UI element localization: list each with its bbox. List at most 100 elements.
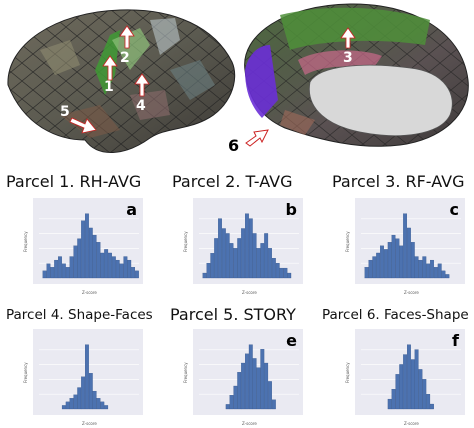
histogram-bar [283,267,288,279]
histogram-bar [237,372,242,410]
histogram-bar [46,263,51,279]
histogram-bar [407,344,411,410]
histogram-bar [85,344,89,410]
histogram-bar [433,267,438,279]
histogram-bar [58,256,62,279]
histogram-bar [131,267,136,279]
arrow-label-3: 3 [343,50,353,66]
arrow-label-1: 1 [104,79,114,95]
histogram-bar [422,379,427,410]
panel-title-a: Parcel 1. RH-AVG [6,172,142,191]
histogram-bar [260,243,265,279]
histogram-panel-b: b [193,198,303,284]
histogram-bar [127,259,132,279]
xlabel-d: Z-score [82,421,97,426]
histogram-bar [376,252,381,279]
histogram-bar [206,263,211,279]
xlabel-e: Z-score [242,421,257,426]
histogram-bar [403,213,408,279]
histogram-svg [39,213,139,279]
arrow-1-icon [102,55,118,81]
histogram-bar [441,270,446,279]
histogram-bar [104,249,109,279]
histogram-bar [395,238,400,279]
histogram-bar [135,270,139,279]
histogram-bar [210,253,215,279]
histogram-bar [73,394,78,410]
arrow-3-icon [340,27,356,49]
histogram-bar [380,245,384,279]
histogram-bar [426,263,431,279]
histogram-bar [241,228,246,279]
histogram-bar [229,395,234,410]
ylabel-e: Frequency [183,362,188,383]
histogram-bar [61,263,66,279]
histogram-bar [271,258,276,279]
histogram-svg [39,344,139,410]
histogram-bar [225,233,230,279]
histogram-bar [252,358,257,410]
histogram-bar [237,238,242,279]
histogram-bar [77,387,82,410]
histogram-bar [92,234,97,279]
arrow-4-icon [134,73,150,97]
histogram-bar [42,270,47,279]
brain-surface-figure [7,3,469,153]
histogram-bar [245,353,249,410]
histogram-bar [229,243,234,279]
histogram-panel-c: c [355,198,465,284]
histogram-bar [81,376,86,410]
histogram-bar [92,390,97,410]
histogram-bar [245,213,249,279]
medial-hemisphere [244,3,469,147]
histogram-bar [391,389,396,410]
histogram-bar [61,405,66,410]
arrow-label-2: 2 [120,50,130,66]
histogram-bar [77,238,82,279]
histogram-bar [248,344,253,410]
histogram-bar [403,354,408,410]
histogram-svg [199,213,299,279]
histogram-bar [364,267,369,279]
histogram-panel-e: e [193,329,303,415]
arrow-label-4: 4 [136,98,146,114]
histogram-bar [115,259,120,279]
histogram-bar [426,394,431,410]
panel-title-e: Parcel 5. STORY [170,305,296,324]
histogram-bar [233,248,238,279]
ylabel-c: Frequency [345,231,350,252]
histogram-bar [65,401,70,410]
histogram-bar [73,245,78,279]
panel-title-c: Parcel 3. RF-AVG [332,172,465,191]
histogram-bar [264,362,269,410]
ylabel-d: Frequency [23,362,28,383]
histogram-bar [410,359,415,410]
histogram-bar [383,249,388,279]
histogram-bar [111,256,116,279]
histogram-bar [264,233,269,279]
xlabel-a: Z-score [82,290,97,295]
histogram-bar [430,259,434,279]
histogram-bar [96,242,101,279]
panel-letter-e: e [286,331,297,350]
panel-title-f: Parcel 6. Faces-Shape [322,307,469,323]
histogram-bar [387,398,392,410]
histogram-bar [202,272,207,279]
histogram-bar [252,233,257,279]
histogram-bar [256,367,261,410]
histogram-svg [361,213,461,279]
arrow-5-icon [69,117,97,134]
histogram-bar [279,267,284,279]
histogram-bar [69,256,74,279]
arrow-label-6: 6 [228,136,240,155]
histogram-bar [271,399,276,410]
histogram-bar [100,401,105,410]
histogram-bar [96,398,101,410]
histogram-bar [214,238,219,279]
histogram-panel-d [33,329,143,415]
histogram-bar [287,272,292,279]
histogram-bar [119,263,124,279]
histogram-bar [418,369,423,410]
histogram-bar [407,227,411,279]
ylabel-a: Frequency [23,231,28,252]
